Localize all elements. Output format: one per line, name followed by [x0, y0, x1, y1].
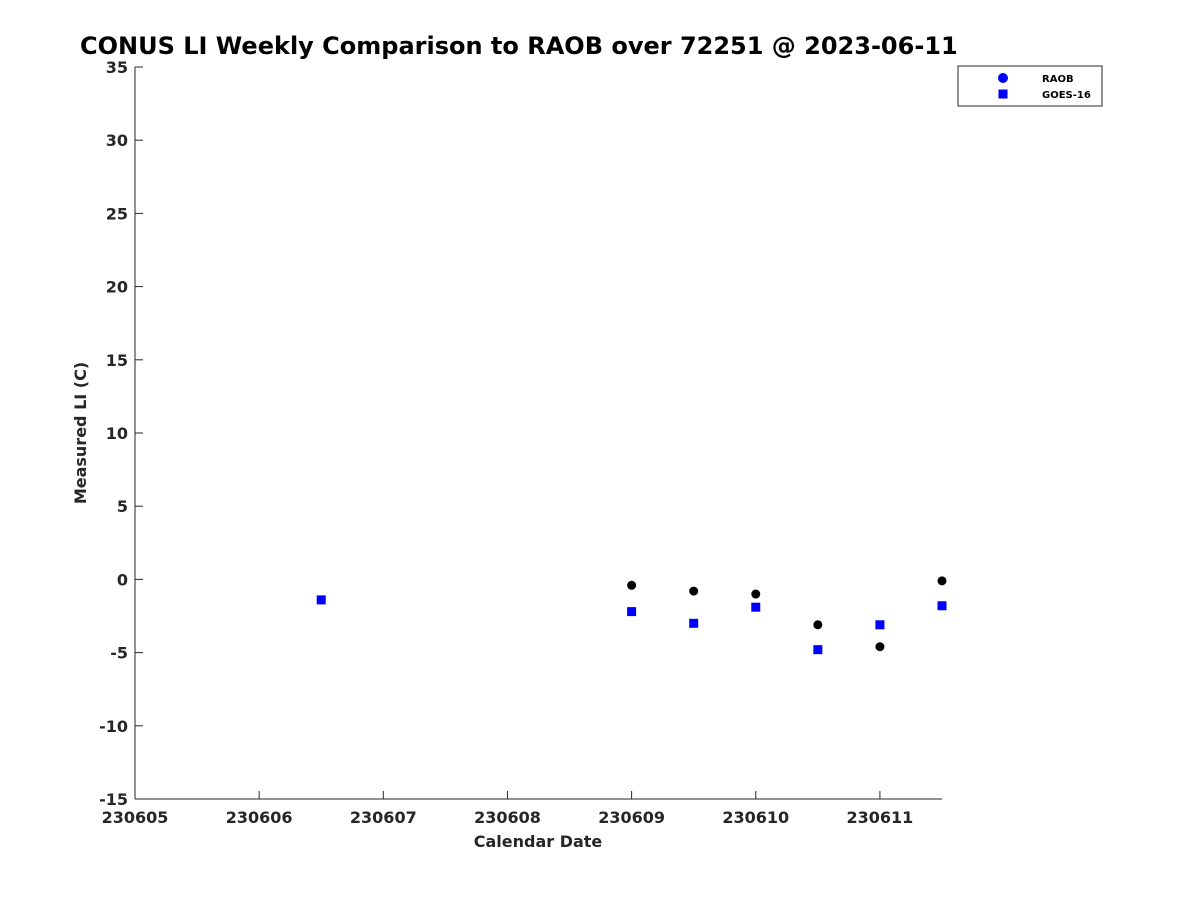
goes-16-point-3 — [751, 602, 761, 612]
legend-raob-label: RAOB — [1042, 74, 1074, 85]
x-tick-label-0: 230605 — [102, 808, 169, 827]
legend-box — [957, 65, 1103, 107]
raob-point-1 — [627, 580, 637, 590]
x-tick-label-4: 230609 — [598, 808, 665, 827]
x-tick-label-1: 230606 — [226, 808, 293, 827]
goes-16-point-2 — [689, 618, 699, 628]
x-tick-label-3: 230608 — [474, 808, 541, 827]
data-points — [316, 576, 947, 655]
y-tick-label-5: 10 — [106, 424, 128, 443]
legend-raob-marker — [998, 73, 1008, 83]
y-tick-label-2: 25 — [106, 204, 128, 223]
legend: RAOB GOES-16 — [957, 65, 1103, 107]
legend-goes-label: GOES-16 — [1042, 90, 1091, 101]
raob-point-5 — [875, 642, 885, 652]
x-tick-label-2: 230607 — [350, 808, 417, 827]
y-tick-label-4: 15 — [106, 351, 128, 370]
legend-goes-marker — [998, 89, 1008, 99]
goes-16-point-1 — [627, 607, 637, 617]
y-tick-label-6: 5 — [117, 497, 128, 516]
x-tick-label-5: 230610 — [722, 808, 789, 827]
raob-point-6 — [937, 576, 947, 586]
goes-16-point-4 — [813, 645, 823, 655]
raob-point-3 — [751, 589, 761, 599]
y-axis-label: Measured LI (C) — [71, 362, 90, 504]
goes-16-point-5 — [875, 620, 885, 630]
goes-16-point-6 — [937, 601, 947, 611]
raob-point-2 — [689, 586, 699, 596]
goes-16-point-0 — [316, 595, 326, 605]
y-tick-label-1: 30 — [106, 131, 128, 150]
y-axis-ticks: 35 30 25 20 15 10 5 0 -5 -10 -15 — [99, 58, 143, 809]
y-tick-label-7: 0 — [117, 570, 128, 589]
chart-title: CONUS LI Weekly Comparison to RAOB over … — [80, 32, 958, 60]
y-tick-label-3: 20 — [106, 278, 128, 297]
y-tick-label-10: -15 — [99, 790, 128, 809]
x-axis-ticks: 230605 230606 230607 230608 230609 230610 2306… — [102, 791, 914, 827]
x-axis-label: Calendar Date — [474, 832, 603, 851]
y-tick-label-0: 35 — [106, 58, 128, 77]
raob-point-4 — [813, 620, 823, 630]
y-tick-label-9: -10 — [99, 717, 128, 736]
x-tick-label-6: 230611 — [847, 808, 914, 827]
y-tick-label-8: -5 — [110, 644, 128, 663]
